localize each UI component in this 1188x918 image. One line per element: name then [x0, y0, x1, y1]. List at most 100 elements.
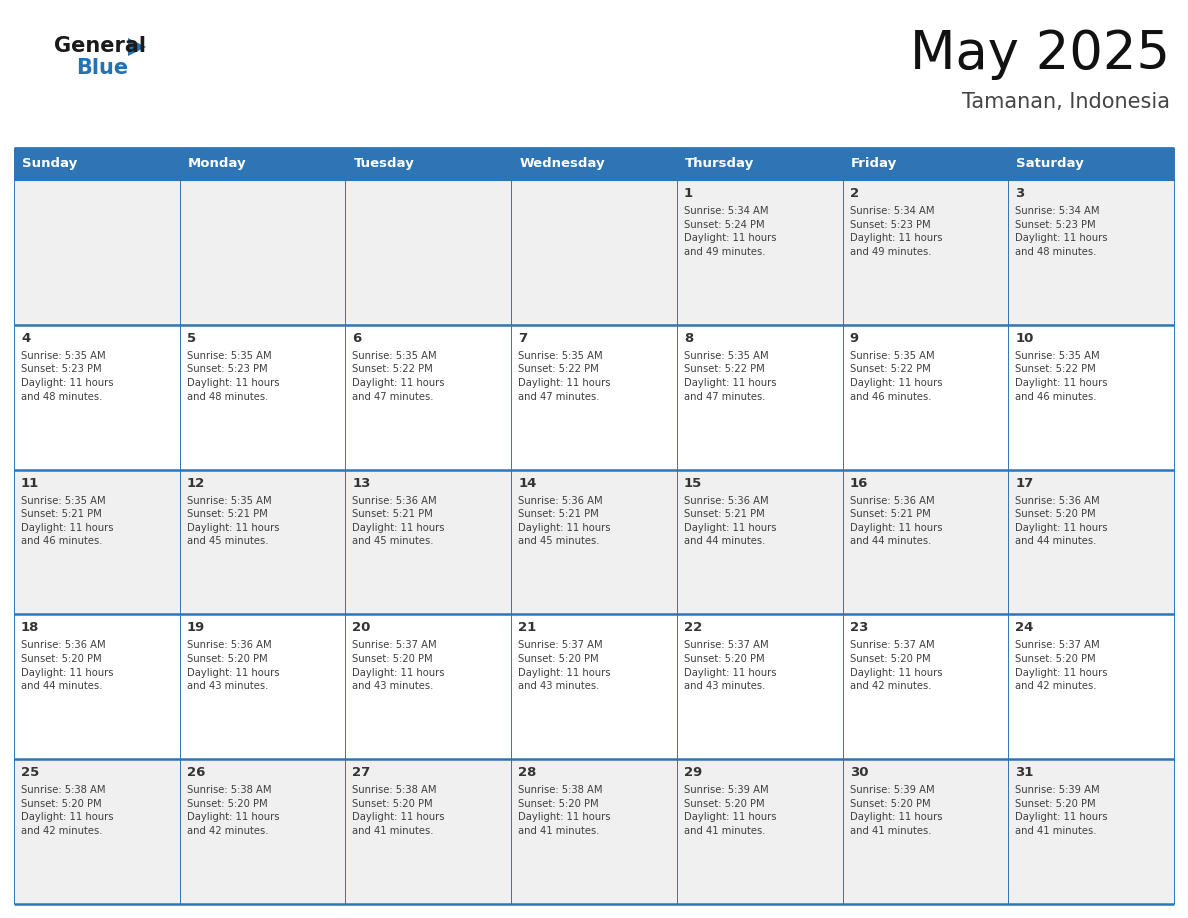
Text: Sunrise: 5:36 AM
Sunset: 5:21 PM
Daylight: 11 hours
and 45 minutes.: Sunrise: 5:36 AM Sunset: 5:21 PM Dayligh… [518, 496, 611, 546]
Bar [179, 325, 346, 470]
Text: Sunrise: 5:36 AM
Sunset: 5:20 PM
Daylight: 11 hours
and 44 minutes.: Sunrise: 5:36 AM Sunset: 5:20 PM Dayligh… [1016, 496, 1107, 546]
Text: 29: 29 [684, 767, 702, 779]
Bar [179, 759, 346, 904]
Bar [842, 759, 1009, 904]
Bar [842, 614, 1009, 759]
Text: 16: 16 [849, 476, 868, 489]
Text: Sunrise: 5:35 AM
Sunset: 5:23 PM
Daylight: 11 hours
and 48 minutes.: Sunrise: 5:35 AM Sunset: 5:23 PM Dayligh… [187, 351, 279, 401]
Bar [14, 614, 179, 759]
Text: Sunrise: 5:38 AM
Sunset: 5:20 PM
Daylight: 11 hours
and 42 minutes.: Sunrise: 5:38 AM Sunset: 5:20 PM Dayligh… [21, 785, 114, 836]
Bar [511, 470, 677, 614]
Text: 25: 25 [21, 767, 39, 779]
Text: Sunrise: 5:34 AM
Sunset: 5:23 PM
Daylight: 11 hours
and 48 minutes.: Sunrise: 5:34 AM Sunset: 5:23 PM Dayligh… [1016, 206, 1107, 257]
Bar [346, 325, 511, 470]
Text: 20: 20 [353, 621, 371, 634]
Bar [511, 614, 677, 759]
Text: 30: 30 [849, 767, 868, 779]
Text: 24: 24 [1016, 621, 1034, 634]
Text: Sunrise: 5:36 AM
Sunset: 5:21 PM
Daylight: 11 hours
and 45 minutes.: Sunrise: 5:36 AM Sunset: 5:21 PM Dayligh… [353, 496, 446, 546]
Text: 21: 21 [518, 621, 537, 634]
Text: 17: 17 [1016, 476, 1034, 489]
Bar [677, 614, 842, 759]
Text: 5: 5 [187, 331, 196, 345]
Text: Sunrise: 5:36 AM
Sunset: 5:21 PM
Daylight: 11 hours
and 44 minutes.: Sunrise: 5:36 AM Sunset: 5:21 PM Dayligh… [684, 496, 776, 546]
Text: 22: 22 [684, 621, 702, 634]
Text: 28: 28 [518, 767, 537, 779]
Text: Sunrise: 5:38 AM
Sunset: 5:20 PM
Daylight: 11 hours
and 41 minutes.: Sunrise: 5:38 AM Sunset: 5:20 PM Dayligh… [518, 785, 611, 836]
Bar [677, 759, 842, 904]
Bar [511, 148, 677, 180]
Polygon shape [128, 38, 146, 56]
Text: 1: 1 [684, 187, 693, 200]
Text: May 2025: May 2025 [910, 28, 1170, 80]
Bar [677, 180, 842, 325]
Text: 13: 13 [353, 476, 371, 489]
Text: Sunrise: 5:37 AM
Sunset: 5:20 PM
Daylight: 11 hours
and 42 minutes.: Sunrise: 5:37 AM Sunset: 5:20 PM Dayligh… [1016, 641, 1107, 691]
Text: Sunrise: 5:36 AM
Sunset: 5:21 PM
Daylight: 11 hours
and 44 minutes.: Sunrise: 5:36 AM Sunset: 5:21 PM Dayligh… [849, 496, 942, 546]
Text: Sunrise: 5:35 AM
Sunset: 5:22 PM
Daylight: 11 hours
and 47 minutes.: Sunrise: 5:35 AM Sunset: 5:22 PM Dayligh… [518, 351, 611, 401]
Text: General: General [53, 36, 146, 56]
Text: 7: 7 [518, 331, 527, 345]
Text: 10: 10 [1016, 331, 1034, 345]
Bar [1009, 614, 1174, 759]
Bar [346, 614, 511, 759]
Text: 4: 4 [21, 331, 30, 345]
Text: Sunrise: 5:37 AM
Sunset: 5:20 PM
Daylight: 11 hours
and 43 minutes.: Sunrise: 5:37 AM Sunset: 5:20 PM Dayligh… [353, 641, 446, 691]
Text: Sunrise: 5:37 AM
Sunset: 5:20 PM
Daylight: 11 hours
and 42 minutes.: Sunrise: 5:37 AM Sunset: 5:20 PM Dayligh… [849, 641, 942, 691]
Text: Sunrise: 5:35 AM
Sunset: 5:22 PM
Daylight: 11 hours
and 46 minutes.: Sunrise: 5:35 AM Sunset: 5:22 PM Dayligh… [849, 351, 942, 401]
Text: Sunrise: 5:39 AM
Sunset: 5:20 PM
Daylight: 11 hours
and 41 minutes.: Sunrise: 5:39 AM Sunset: 5:20 PM Dayligh… [684, 785, 776, 836]
Bar [842, 470, 1009, 614]
Bar [677, 148, 842, 180]
Text: 26: 26 [187, 767, 206, 779]
Text: 14: 14 [518, 476, 537, 489]
Bar [179, 180, 346, 325]
Text: 6: 6 [353, 331, 361, 345]
Text: 9: 9 [849, 331, 859, 345]
Bar [677, 470, 842, 614]
Bar [179, 470, 346, 614]
Bar [511, 759, 677, 904]
Text: Sunrise: 5:34 AM
Sunset: 5:23 PM
Daylight: 11 hours
and 49 minutes.: Sunrise: 5:34 AM Sunset: 5:23 PM Dayligh… [849, 206, 942, 257]
Text: 18: 18 [21, 621, 39, 634]
Text: Sunrise: 5:35 AM
Sunset: 5:22 PM
Daylight: 11 hours
and 46 minutes.: Sunrise: 5:35 AM Sunset: 5:22 PM Dayligh… [1016, 351, 1107, 401]
Text: Sunrise: 5:35 AM
Sunset: 5:22 PM
Daylight: 11 hours
and 47 minutes.: Sunrise: 5:35 AM Sunset: 5:22 PM Dayligh… [353, 351, 446, 401]
Text: Sunrise: 5:34 AM
Sunset: 5:24 PM
Daylight: 11 hours
and 49 minutes.: Sunrise: 5:34 AM Sunset: 5:24 PM Dayligh… [684, 206, 776, 257]
Bar [1009, 148, 1174, 180]
Text: Tamanan, Indonesia: Tamanan, Indonesia [962, 92, 1170, 112]
Bar [14, 470, 179, 614]
Text: 3: 3 [1016, 187, 1024, 200]
Text: Monday: Monday [188, 158, 246, 171]
Text: Sunrise: 5:36 AM
Sunset: 5:20 PM
Daylight: 11 hours
and 43 minutes.: Sunrise: 5:36 AM Sunset: 5:20 PM Dayligh… [187, 641, 279, 691]
Text: 8: 8 [684, 331, 693, 345]
Bar [14, 180, 179, 325]
Text: Friday: Friday [851, 158, 897, 171]
Text: Wednesday: Wednesday [519, 158, 605, 171]
Text: Sunrise: 5:35 AM
Sunset: 5:23 PM
Daylight: 11 hours
and 48 minutes.: Sunrise: 5:35 AM Sunset: 5:23 PM Dayligh… [21, 351, 114, 401]
Text: Sunday: Sunday [23, 158, 77, 171]
Bar [511, 180, 677, 325]
Text: 15: 15 [684, 476, 702, 489]
Bar [677, 325, 842, 470]
Text: 31: 31 [1016, 767, 1034, 779]
Text: 23: 23 [849, 621, 868, 634]
Bar [1009, 180, 1174, 325]
Text: Blue: Blue [76, 58, 128, 78]
Text: Sunrise: 5:35 AM
Sunset: 5:22 PM
Daylight: 11 hours
and 47 minutes.: Sunrise: 5:35 AM Sunset: 5:22 PM Dayligh… [684, 351, 776, 401]
Text: 19: 19 [187, 621, 206, 634]
Text: Sunrise: 5:38 AM
Sunset: 5:20 PM
Daylight: 11 hours
and 42 minutes.: Sunrise: 5:38 AM Sunset: 5:20 PM Dayligh… [187, 785, 279, 836]
Text: Sunrise: 5:37 AM
Sunset: 5:20 PM
Daylight: 11 hours
and 43 minutes.: Sunrise: 5:37 AM Sunset: 5:20 PM Dayligh… [518, 641, 611, 691]
Text: Sunrise: 5:37 AM
Sunset: 5:20 PM
Daylight: 11 hours
and 43 minutes.: Sunrise: 5:37 AM Sunset: 5:20 PM Dayligh… [684, 641, 776, 691]
Text: Thursday: Thursday [684, 158, 754, 171]
Bar [179, 148, 346, 180]
Bar [346, 470, 511, 614]
Text: Sunrise: 5:38 AM
Sunset: 5:20 PM
Daylight: 11 hours
and 41 minutes.: Sunrise: 5:38 AM Sunset: 5:20 PM Dayligh… [353, 785, 446, 836]
Bar [179, 614, 346, 759]
Bar [1009, 325, 1174, 470]
Bar [1009, 470, 1174, 614]
Text: 12: 12 [187, 476, 206, 489]
Text: 11: 11 [21, 476, 39, 489]
Text: Tuesday: Tuesday [353, 158, 415, 171]
Bar [842, 148, 1009, 180]
Text: Sunrise: 5:39 AM
Sunset: 5:20 PM
Daylight: 11 hours
and 41 minutes.: Sunrise: 5:39 AM Sunset: 5:20 PM Dayligh… [849, 785, 942, 836]
Bar [842, 325, 1009, 470]
